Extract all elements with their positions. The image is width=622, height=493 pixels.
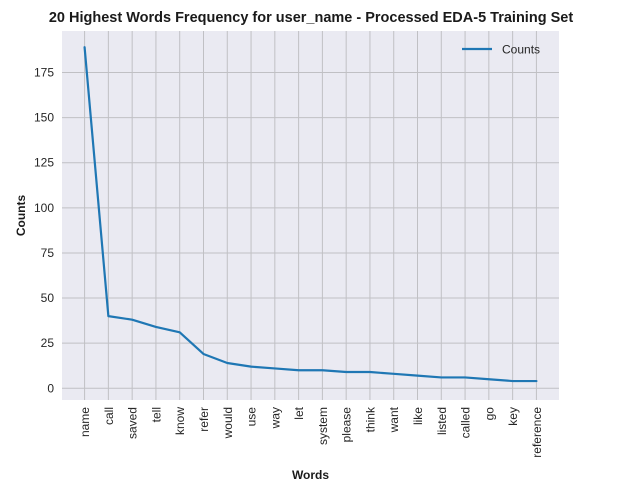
- x-tick-label: refer: [197, 407, 211, 432]
- series-line-counts: [83, 46, 538, 383]
- x-tick-label: let: [292, 406, 306, 419]
- x-tick-label: please: [340, 407, 354, 443]
- x-axis-ticks: name call saved tell know refer would use way let…: [78, 406, 544, 458]
- x-tick-label: way: [268, 407, 282, 429]
- legend: Counts: [462, 43, 540, 57]
- x-tick-label: name: [78, 407, 92, 437]
- x-tick-label: key: [506, 407, 520, 426]
- y-tick-label: 150: [34, 111, 54, 125]
- legend-label-counts: Counts: [502, 43, 540, 57]
- x-tick-label: want: [387, 406, 401, 433]
- x-tick-label: called: [459, 407, 473, 438]
- x-tick-label: saved: [126, 407, 140, 439]
- y-tick-label: 25: [41, 336, 55, 350]
- y-tick-label: 175: [34, 66, 54, 80]
- y-tick-label: 100: [34, 201, 54, 215]
- x-tick-label: use: [245, 407, 259, 427]
- x-axis-label: Words: [292, 468, 329, 482]
- series-counts: [83, 46, 538, 383]
- x-tick-label: go: [482, 407, 496, 421]
- x-tick-label: listed: [435, 407, 449, 435]
- y-axis-label: Counts: [14, 195, 28, 237]
- plot-area: [62, 31, 559, 400]
- x-tick-label: system: [316, 407, 330, 445]
- x-tick-label: would: [221, 407, 235, 439]
- y-tick-label: 75: [41, 246, 55, 260]
- y-tick-label: 125: [34, 156, 54, 170]
- x-tick-label: know: [173, 407, 187, 435]
- x-tick-label: think: [363, 406, 377, 432]
- chart-title: 20 Highest Words Frequency for user_name…: [49, 10, 573, 26]
- y-tick-label: 50: [41, 291, 55, 305]
- x-tick-label: reference: [530, 407, 544, 458]
- x-tick-label: call: [102, 407, 116, 425]
- x-tick-label: like: [411, 407, 425, 425]
- y-gridlines: [62, 72, 559, 389]
- y-axis-ticks: 0 25 50 75 100 125 150 175: [34, 66, 54, 396]
- y-tick-label: 0: [47, 381, 54, 395]
- x-gridlines: [84, 31, 537, 400]
- x-tick-label: tell: [149, 407, 163, 422]
